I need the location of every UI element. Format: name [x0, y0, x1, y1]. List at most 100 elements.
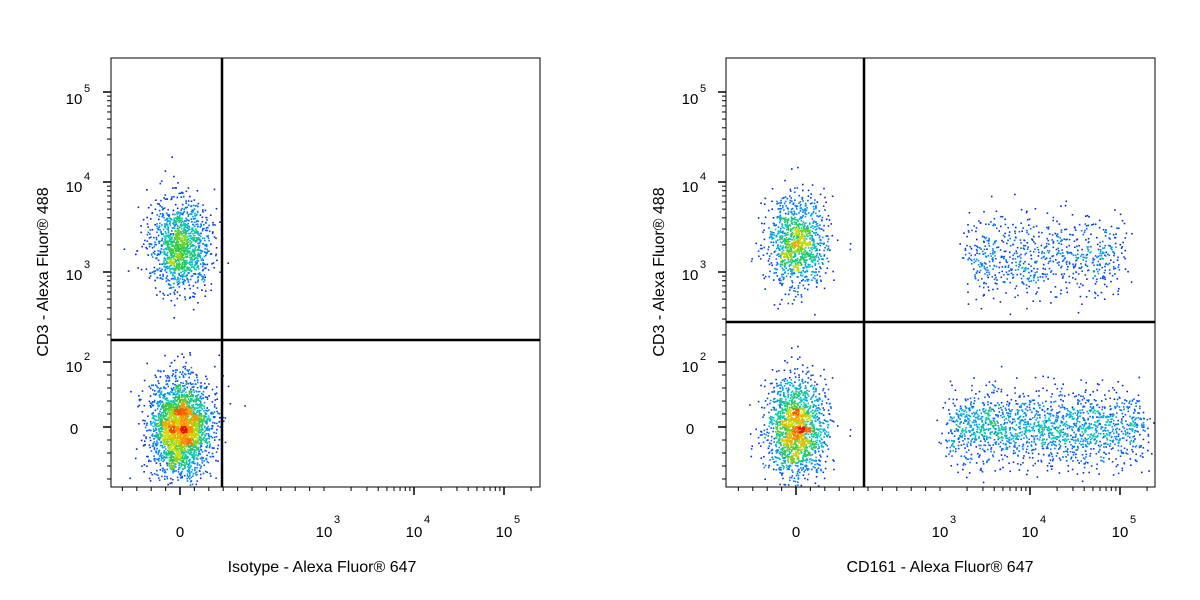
- event-dot: [185, 236, 188, 239]
- event-dot: [173, 227, 176, 229]
- event-dot: [183, 229, 185, 232]
- event-dot: [184, 413, 187, 416]
- event-dot: [165, 433, 168, 436]
- event-dot: [143, 434, 145, 437]
- event-dot: [1047, 376, 1049, 379]
- event-dot: [810, 378, 812, 381]
- event-dot: [170, 250, 172, 252]
- event-dot: [192, 416, 195, 418]
- event-dot: [1045, 257, 1048, 259]
- event-dot: [182, 281, 185, 284]
- event-dot: [178, 281, 181, 284]
- event-dot: [778, 278, 780, 281]
- event-dot: [190, 275, 193, 278]
- event-dot: [173, 282, 175, 285]
- event-dot: [764, 288, 766, 290]
- y-tick-label-0: 0: [70, 421, 78, 438]
- event-dot: [155, 419, 158, 421]
- event-dot: [994, 282, 997, 285]
- event-dot: [1050, 468, 1053, 470]
- event-dot: [174, 431, 177, 434]
- event-dot: [193, 399, 195, 402]
- event-dot: [214, 365, 216, 368]
- event-dot: [172, 431, 174, 434]
- event-dot: [165, 247, 167, 250]
- event-dot: [199, 470, 201, 472]
- event-dot: [176, 207, 179, 210]
- event-dot: [172, 452, 175, 455]
- event-dot: [191, 227, 193, 230]
- event-dot: [189, 420, 192, 422]
- event-dot: [768, 464, 770, 467]
- event-dot: [186, 249, 189, 252]
- event-dot: [217, 444, 220, 447]
- event-dot: [204, 267, 206, 270]
- event-dot: [201, 220, 204, 223]
- event-dot: [166, 228, 169, 231]
- event-dot: [196, 238, 198, 241]
- event-dot: [183, 462, 186, 464]
- event-dot: [197, 429, 199, 431]
- event-dot: [180, 434, 183, 436]
- event-dot: [1121, 469, 1124, 472]
- event-dot: [175, 230, 178, 232]
- event-dot: [208, 239, 210, 242]
- event-dot: [186, 396, 189, 399]
- event-dot: [1058, 457, 1061, 460]
- y-tick-exponent: 3: [84, 259, 90, 271]
- event-dot: [784, 293, 787, 296]
- event-dot: [175, 416, 177, 418]
- event-dot: [158, 425, 160, 427]
- event-dot: [138, 423, 140, 425]
- event-dot: [184, 298, 187, 301]
- event-dot: [191, 427, 193, 430]
- event-dot: [1068, 244, 1070, 247]
- event-dot: [1055, 259, 1057, 261]
- event-dot: [205, 433, 208, 435]
- event-dot: [1004, 218, 1006, 221]
- event-dot: [1038, 231, 1040, 234]
- event-dot: [199, 409, 202, 412]
- event-dot: [168, 404, 170, 406]
- event-dot: [191, 421, 194, 424]
- event-dot: [184, 436, 186, 438]
- event-dot: [184, 250, 186, 252]
- event-dot: [181, 256, 184, 258]
- event-dot: [189, 256, 191, 259]
- event-dot: [179, 267, 182, 270]
- event-dot: [198, 450, 201, 453]
- event-dot: [165, 232, 167, 235]
- event-dot: [1000, 276, 1003, 279]
- event-dot: [151, 422, 153, 424]
- event-dot: [172, 234, 174, 237]
- event-dot: [1099, 264, 1101, 267]
- event-dot: [202, 397, 205, 399]
- event-dot: [155, 425, 158, 427]
- event-dot: [167, 208, 169, 211]
- event-dot: [174, 435, 176, 437]
- event-dot: [187, 425, 190, 427]
- event-dot: [193, 432, 196, 435]
- x-tick-label-0: 0: [176, 524, 184, 541]
- event-dot: [155, 442, 158, 445]
- event-dot: [194, 248, 197, 251]
- event-dot: [191, 221, 193, 223]
- event-dot: [155, 427, 157, 429]
- event-dot: [175, 387, 178, 390]
- event-dot: [180, 230, 182, 233]
- event-dot: [172, 471, 174, 474]
- event-dot: [178, 442, 180, 445]
- event-dot: [184, 225, 187, 227]
- event-dot: [175, 457, 177, 460]
- event-dot: [157, 415, 160, 418]
- event-dot: [1006, 242, 1008, 245]
- event-dot: [190, 366, 193, 369]
- event-dot: [178, 256, 181, 259]
- event-dot: [816, 201, 819, 203]
- event-dot: [169, 218, 172, 221]
- event-dot: [158, 405, 160, 407]
- event-dot: [189, 354, 192, 356]
- event-dot: [757, 250, 760, 252]
- event-dot: [964, 249, 967, 251]
- event-dot: [175, 266, 178, 268]
